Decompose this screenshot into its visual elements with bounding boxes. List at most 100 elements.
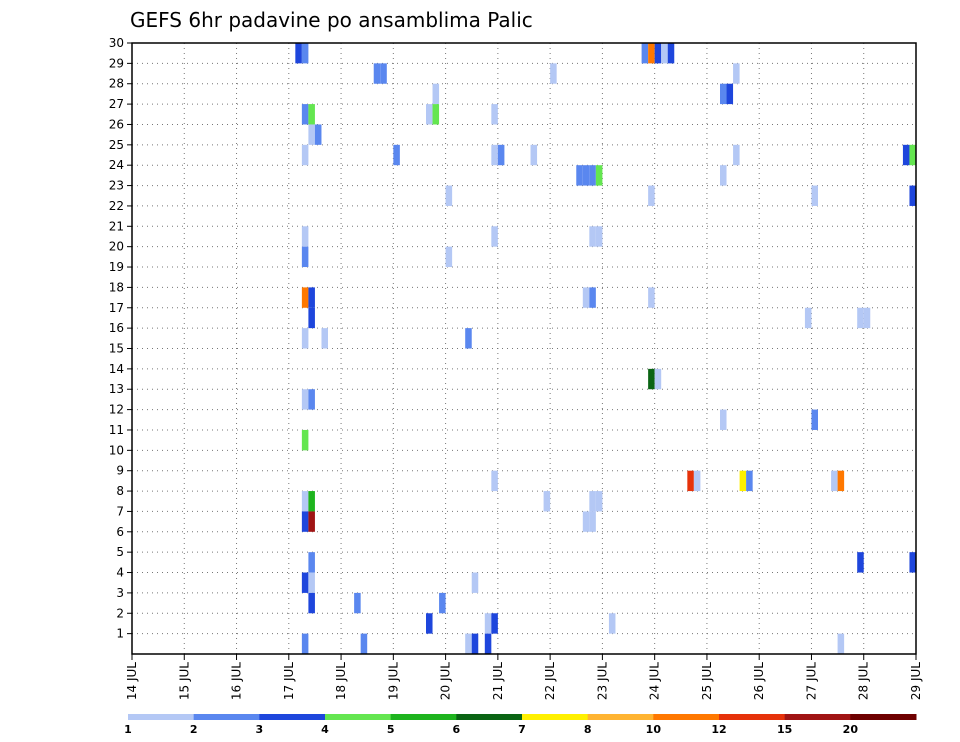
precip-cell <box>497 144 505 166</box>
y-tick-label: 10 <box>109 443 124 457</box>
y-tick-label: 14 <box>109 362 124 376</box>
y-tick-label: 7 <box>116 504 124 518</box>
grid-lines <box>131 42 917 654</box>
y-axis: 1234567891011121314151617181920212223242… <box>109 36 132 641</box>
precip-cell <box>301 491 309 512</box>
y-tick-label: 5 <box>116 545 124 559</box>
precip-cell <box>654 43 662 64</box>
precip-cell <box>308 511 315 532</box>
precip-cell <box>426 613 433 634</box>
precip-cell <box>543 491 551 512</box>
y-tick-label: 18 <box>109 280 124 294</box>
y-tick-label: 25 <box>109 138 124 152</box>
y-tick-label: 6 <box>116 525 124 539</box>
colorbar-segment <box>784 714 851 720</box>
precip-cell <box>595 165 603 186</box>
colorbar-label: 8 <box>584 723 592 736</box>
colorbar-segment <box>259 714 326 720</box>
x-tick-label: 25 JUL <box>700 662 714 700</box>
precip-cell <box>308 592 315 614</box>
precip-cell <box>831 470 838 492</box>
precip-cell <box>301 389 309 410</box>
precip-cell <box>484 613 492 634</box>
precip-cell <box>661 43 668 64</box>
y-tick-label: 23 <box>109 179 124 193</box>
precip-cell <box>301 246 309 268</box>
precip-cell <box>726 83 734 105</box>
precip-cell <box>648 368 655 390</box>
precip-cell <box>654 368 662 390</box>
x-tick-label: 16 JUL <box>230 662 244 700</box>
precip-cell <box>308 552 315 573</box>
precip-cell <box>909 185 916 206</box>
precip-cell <box>308 124 315 145</box>
precip-cell <box>811 409 818 430</box>
precip-cell <box>432 83 440 105</box>
y-tick-label: 11 <box>109 423 124 437</box>
precip-cell <box>693 470 701 492</box>
x-tick-label: 27 JUL <box>804 662 818 700</box>
precip-cell <box>857 552 864 573</box>
x-tick-label: 28 JUL <box>857 662 871 700</box>
precip-cell <box>863 307 871 329</box>
x-tick-label: 21 JUL <box>491 662 505 700</box>
precip-cell <box>380 63 387 84</box>
precip-cell <box>393 144 400 166</box>
y-tick-label: 16 <box>109 321 124 335</box>
colorbar-segment <box>719 714 786 720</box>
precip-cell <box>301 104 309 125</box>
colorbar: 1 2 3 4 5 6 7 8 10 12 15 20 <box>124 714 917 736</box>
precip-cell <box>465 633 472 654</box>
y-tick-label: 20 <box>109 240 124 254</box>
x-tick-label: 26 JUL <box>752 662 766 700</box>
precip-cell <box>589 511 596 532</box>
colorbar-label: 5 <box>387 723 395 736</box>
precip-cell <box>491 613 498 634</box>
colorbar-label: 2 <box>190 723 198 736</box>
precip-cell <box>354 592 361 614</box>
precip-cell <box>589 165 596 186</box>
precip-cell <box>491 226 498 247</box>
y-tick-label: 17 <box>109 301 124 315</box>
precip-cell <box>308 491 315 512</box>
y-tick-label: 29 <box>109 56 124 70</box>
colorbar-segment <box>325 714 392 720</box>
precip-cell <box>746 470 753 492</box>
precip-cell <box>301 43 309 64</box>
colorbar-label: 1 <box>124 723 132 736</box>
precip-cell <box>301 511 309 532</box>
precipitation-cells <box>295 43 916 654</box>
x-tick-label: 17 JUL <box>282 662 296 700</box>
colorbar-label: 12 <box>711 723 726 736</box>
x-tick-label: 23 JUL <box>595 662 609 700</box>
precip-cell <box>589 491 596 512</box>
precip-cell <box>321 328 328 349</box>
precip-cell <box>301 144 309 166</box>
precip-cell <box>837 470 845 492</box>
y-tick-label: 2 <box>116 606 124 620</box>
precip-cell <box>439 592 446 614</box>
precip-cell <box>687 470 694 492</box>
precip-cell <box>308 287 315 308</box>
colorbar-segment <box>850 714 917 720</box>
precip-cell <box>733 144 740 166</box>
y-tick-label: 1 <box>116 627 124 641</box>
precip-cell <box>739 470 747 492</box>
y-tick-label: 28 <box>109 77 124 91</box>
precip-cell <box>301 633 309 654</box>
precip-cell <box>811 185 818 206</box>
precip-cell <box>667 43 675 64</box>
colorbar-segment <box>390 714 457 720</box>
y-tick-label: 9 <box>116 464 124 478</box>
precip-cell <box>308 572 315 593</box>
plot-frame <box>131 42 917 655</box>
colorbar-label: 15 <box>777 723 792 736</box>
precip-cell <box>360 633 368 654</box>
precip-cell <box>491 144 498 166</box>
precip-cell <box>837 633 845 654</box>
colorbar-label: 4 <box>321 723 329 736</box>
x-tick-label: 24 JUL <box>648 662 662 700</box>
x-tick-label: 18 JUL <box>334 662 348 700</box>
precip-cell <box>484 633 492 654</box>
precip-cell <box>445 246 453 268</box>
